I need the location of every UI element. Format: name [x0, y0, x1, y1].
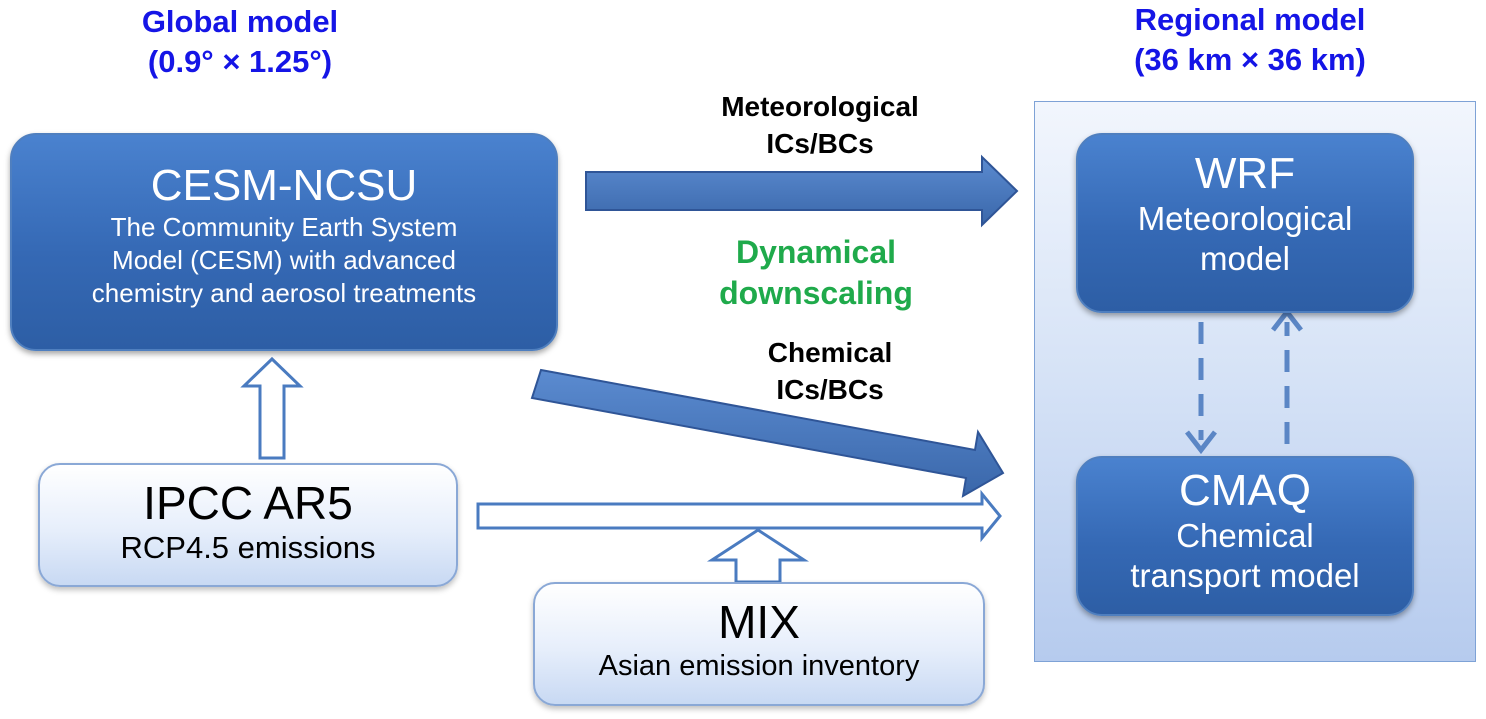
- global-model-title: Global model: [141, 4, 339, 39]
- wrf-box: WRF Meteorological model: [1076, 133, 1414, 313]
- wrf-line2: model: [1200, 240, 1290, 277]
- cesm-desc-line3: chemistry and aerosol treatments: [91, 278, 477, 308]
- cesm-desc-line2: Model (CESM) with advanced: [112, 245, 456, 275]
- regional-model-header: Regional model (36 km × 36 km): [1060, 0, 1440, 80]
- mix-subtitle: Asian emission inventory: [598, 650, 920, 682]
- met-label-line1: Meteorological: [721, 91, 919, 122]
- emissions-to-regional-arrow: [476, 489, 1002, 543]
- chem-label-line2: ICs/BCs: [776, 374, 884, 405]
- meteorological-icbc-label: Meteorological ICs/BCs: [680, 88, 960, 162]
- chemical-icbc-label: Chemical ICs/BCs: [706, 334, 954, 408]
- cesm-desc-line1: The Community Earth System: [110, 212, 458, 242]
- ipcc-subtitle: RCP4.5 emissions: [120, 530, 376, 565]
- met-label-line2: ICs/BCs: [766, 128, 874, 159]
- ipcc-ar5-box: IPCC AR5 RCP4.5 emissions: [38, 463, 458, 587]
- wrf-to-cmaq-arrowhead: [1185, 430, 1217, 455]
- chem-label-line1: Chemical: [767, 337, 893, 368]
- cmaq-title: CMAQ: [1179, 466, 1311, 515]
- cmaq-box: CMAQ Chemical transport model: [1076, 456, 1414, 616]
- cmaq-line1: Chemical: [1176, 517, 1314, 554]
- regional-model-title: Regional model: [1134, 2, 1366, 37]
- mix-box: MIX Asian emission inventory: [533, 582, 985, 706]
- cesm-ncsu-box: CESM-NCSU The Community Earth System Mod…: [10, 133, 558, 351]
- regional-model-resolution: (36 km × 36 km): [1134, 42, 1366, 77]
- mix-up-arrow: [706, 528, 810, 584]
- cesm-title: CESM-NCSU: [150, 161, 418, 210]
- dyn-label-line2: downscaling: [719, 275, 913, 311]
- dynamical-downscaling-label: Dynamical downscaling: [680, 232, 952, 314]
- ipcc-title: IPCC AR5: [143, 477, 353, 529]
- meteorological-icbc-arrow: [585, 154, 1019, 228]
- cmaq-line2: transport model: [1130, 557, 1360, 594]
- wrf-line1: Meteorological: [1137, 200, 1353, 237]
- emissions-to-cesm-arrow: [240, 356, 304, 460]
- wrf-title: WRF: [1194, 149, 1296, 198]
- mix-title: MIX: [718, 596, 800, 648]
- global-model-resolution: (0.9° × 1.25°): [147, 44, 333, 79]
- dyn-label-line1: Dynamical: [735, 234, 897, 270]
- global-model-header: Global model (0.9° × 1.25°): [60, 2, 420, 82]
- chemical-icbc-arrow: [530, 368, 1005, 498]
